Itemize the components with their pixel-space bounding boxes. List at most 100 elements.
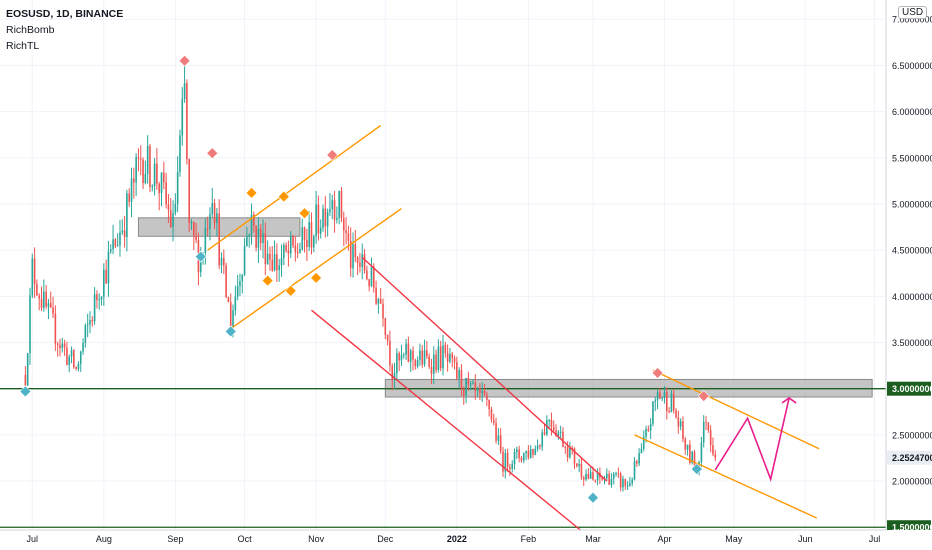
signal-marker <box>284 284 297 297</box>
candle-body <box>84 325 87 343</box>
candle-body <box>509 466 511 469</box>
candle-body <box>216 213 218 224</box>
candle-body <box>543 432 546 435</box>
candle-body <box>504 453 507 472</box>
candle-body <box>389 340 391 366</box>
candle-body <box>412 350 414 360</box>
candle-body <box>555 430 557 436</box>
y-tick-label: 3.5000000 <box>892 338 932 348</box>
candle-body <box>262 233 264 244</box>
candle-body <box>100 296 103 300</box>
candle-body <box>631 479 634 484</box>
candle-body <box>151 186 154 188</box>
candle-body <box>474 382 477 391</box>
candle-body <box>45 291 47 307</box>
candle-body <box>340 191 343 219</box>
candle-body <box>638 453 640 464</box>
legend-indicator-richbomb[interactable]: RichBomb <box>6 24 55 36</box>
candle-body <box>312 236 315 248</box>
candle-body <box>386 335 389 341</box>
candle-body <box>167 204 170 210</box>
candle-body <box>109 249 112 252</box>
x-tick-label: Jul <box>27 534 39 544</box>
candle-body <box>213 203 216 224</box>
signal-marker <box>587 491 599 504</box>
candle-body <box>356 257 359 263</box>
candle-body <box>513 452 516 465</box>
candle-body <box>255 225 257 248</box>
candle-body <box>52 307 54 314</box>
candle-body <box>645 428 647 437</box>
candle-body <box>499 435 502 452</box>
candle-body <box>269 253 271 260</box>
candle-body <box>133 178 135 183</box>
candle-body <box>672 393 675 411</box>
trend-line <box>207 124 382 251</box>
candle-body <box>497 435 500 441</box>
price-label: 2.2524700 <box>892 453 932 463</box>
candle-body <box>601 477 604 480</box>
candle-body <box>292 235 294 246</box>
candle-body <box>220 257 223 266</box>
candle-body <box>492 419 495 424</box>
candle-body <box>649 423 652 431</box>
candle-body <box>419 350 421 361</box>
candle-body <box>47 303 50 307</box>
candle-body <box>430 366 433 374</box>
candle-body <box>324 208 327 227</box>
candle-body <box>352 244 354 269</box>
candle-body <box>640 448 643 454</box>
candle-body <box>126 193 128 237</box>
candle-body <box>405 343 407 355</box>
y-tick-label: 2.5000000 <box>892 430 932 440</box>
candle-body <box>26 353 29 386</box>
candle-body <box>453 358 456 363</box>
currency-badge[interactable]: USD <box>898 6 928 19</box>
candle-body <box>700 442 703 462</box>
candle-body <box>587 474 590 479</box>
price-axis-bg <box>886 0 932 550</box>
candle-body <box>714 454 717 458</box>
candle-body <box>656 392 659 401</box>
candle-body <box>476 388 479 391</box>
projection-path <box>714 397 790 482</box>
candle-body <box>359 262 361 267</box>
candle-body <box>248 234 250 236</box>
candle-body <box>370 266 373 287</box>
x-tick-label: Nov <box>308 534 325 544</box>
price-label-bg <box>887 450 931 465</box>
candle-body <box>165 182 167 205</box>
candle-body <box>139 158 142 160</box>
candle-body <box>296 252 299 254</box>
candle-body <box>43 291 45 308</box>
candle-body <box>541 432 544 447</box>
candle-body <box>467 377 470 385</box>
candle-body <box>188 159 191 223</box>
candle-body <box>246 235 248 246</box>
candle-body <box>225 265 227 298</box>
candle-body <box>49 303 52 308</box>
candle-body <box>361 254 364 267</box>
candle-body <box>29 295 31 354</box>
legend-indicator-richtl[interactable]: RichTL <box>6 40 40 52</box>
candle-body <box>91 320 94 322</box>
candle-body <box>642 436 645 449</box>
candle-body <box>243 245 246 275</box>
candle-body <box>707 422 710 431</box>
y-tick-label: 5.0000000 <box>892 199 932 209</box>
candle-body <box>54 313 57 344</box>
candle-body <box>488 399 490 410</box>
candle-body <box>661 397 664 399</box>
candle-body <box>668 411 670 413</box>
signal-marker <box>178 54 191 67</box>
candle-body <box>564 446 567 448</box>
signal-marker <box>206 147 219 160</box>
candle-body <box>705 421 707 423</box>
candle-body <box>190 222 193 224</box>
candle-body <box>227 297 230 303</box>
y-tick-label: 2.0000000 <box>892 477 932 487</box>
candle-body <box>342 218 345 231</box>
x-tick-label: May <box>725 534 743 544</box>
candle-body <box>105 269 107 284</box>
